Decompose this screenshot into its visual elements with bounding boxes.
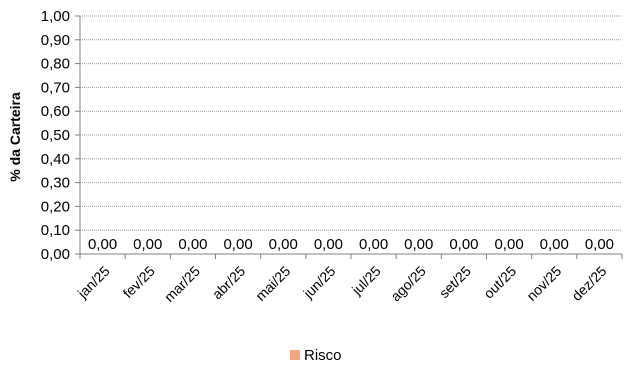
y-tick-label: 0,50 bbox=[41, 127, 70, 144]
x-tick-label: mai/25 bbox=[252, 263, 293, 304]
x-tick-label: jul/25 bbox=[348, 263, 384, 299]
y-tick-label: 0,40 bbox=[41, 151, 70, 168]
y-tick-label: 0,90 bbox=[41, 32, 70, 49]
axes bbox=[75, 15, 623, 259]
data-label: 0,00 bbox=[449, 236, 478, 253]
y-tick-label: 0,10 bbox=[41, 222, 70, 239]
x-tick-label: out/25 bbox=[480, 263, 519, 302]
y-tick-label: 0,20 bbox=[41, 198, 70, 215]
y-tick-label: 0,60 bbox=[41, 103, 70, 120]
data-label: 0,00 bbox=[178, 236, 207, 253]
gridlines bbox=[80, 15, 622, 231]
data-label: 0,00 bbox=[223, 236, 252, 253]
data-labels: 0,00 0,00 0,00 0,00 0,00 0,00 0,00 0,00 0,00 0,00… bbox=[88, 236, 614, 253]
x-tick-label: jun/25 bbox=[300, 263, 339, 302]
x-tick-label: set/25 bbox=[436, 263, 474, 301]
data-label: 0,00 bbox=[133, 236, 162, 253]
y-tick-labels: 0,00 0,10 0,20 0,30 0,40 0,50 0,60 0,70 0,80 0,90… bbox=[41, 8, 70, 263]
data-label: 0,00 bbox=[404, 236, 433, 253]
y-tick-label: 0,70 bbox=[41, 79, 70, 96]
y-tick-label: 0,80 bbox=[41, 56, 70, 73]
y-tick-label: 0,00 bbox=[41, 246, 70, 263]
x-tick-label: fev/25 bbox=[120, 263, 158, 301]
x-tick-labels: jan/25 fev/25 mar/25 abr/25 mai/25 jun/25 jul/… bbox=[74, 263, 610, 305]
data-label: 0,00 bbox=[88, 236, 117, 253]
y-tick-label: 1,00 bbox=[41, 8, 70, 25]
data-label: 0,00 bbox=[585, 236, 614, 253]
x-tick-label: jan/25 bbox=[74, 263, 113, 302]
x-tick-label: abr/25 bbox=[209, 263, 249, 303]
y-tick-label: 0,30 bbox=[41, 175, 70, 192]
data-label: 0,00 bbox=[269, 236, 298, 253]
data-label: 0,00 bbox=[540, 236, 569, 253]
data-label: 0,00 bbox=[494, 236, 523, 253]
x-tick-label: mar/25 bbox=[161, 263, 203, 305]
data-label: 0,00 bbox=[314, 236, 343, 253]
data-label: 0,00 bbox=[359, 236, 388, 253]
legend-label: Risco bbox=[304, 347, 342, 364]
legend-swatch bbox=[290, 350, 300, 360]
x-tick-label: ago/25 bbox=[387, 263, 429, 305]
legend: Risco bbox=[290, 347, 342, 364]
x-tick-label: nov/25 bbox=[523, 263, 564, 304]
x-tick-label: dez/25 bbox=[568, 263, 609, 304]
y-axis-label: % da Carteira bbox=[7, 92, 23, 182]
